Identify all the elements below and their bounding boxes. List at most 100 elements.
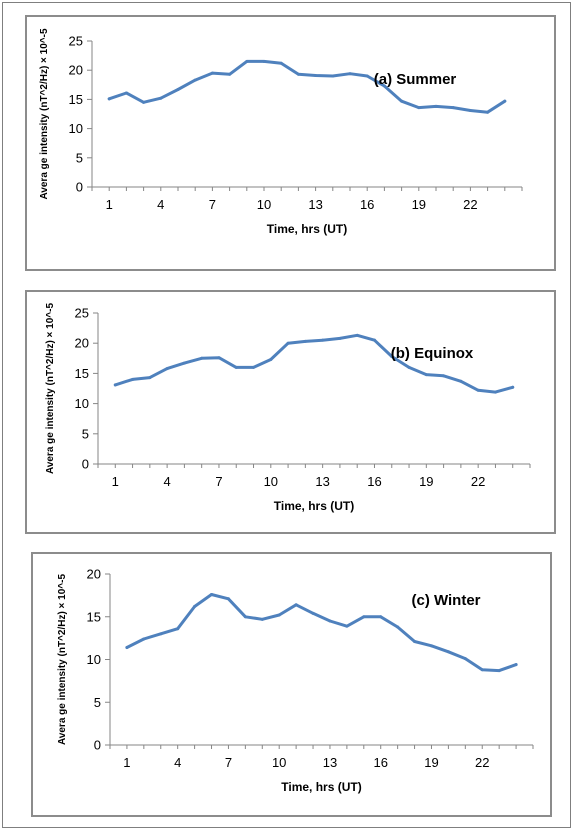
y-tick-label: 0 — [82, 457, 89, 472]
data-point — [442, 374, 446, 378]
x-tick-label: 19 — [419, 474, 433, 489]
data-point — [252, 365, 256, 369]
data-point — [176, 627, 180, 631]
y-axis-label: Avera ge intensity (nT^2/Hz) × 10^-5 — [39, 28, 50, 200]
data-point — [382, 84, 386, 88]
y-tick-label: 10 — [75, 396, 89, 411]
data-point — [243, 615, 247, 619]
x-tick-label: 19 — [424, 755, 438, 770]
data-point — [480, 668, 484, 672]
y-tick-label: 10 — [69, 121, 83, 136]
y-tick-label: 15 — [69, 92, 83, 107]
data-point — [277, 613, 281, 617]
x-tick-label: 4 — [157, 197, 164, 212]
data-point — [390, 354, 394, 358]
chart-title: (c) Winter — [411, 592, 480, 609]
x-tick-label: 16 — [367, 474, 381, 489]
data-point — [217, 356, 221, 360]
figure-frame: 0 5 10 15 20 25 1 4 7 10 13 16 19 22 Time, hrs (UT) Ave… — [2, 2, 571, 828]
chart-title: (a) Summer — [374, 71, 457, 88]
x-tick-label: 13 — [323, 755, 337, 770]
data-point — [311, 611, 315, 615]
data-point — [286, 341, 290, 345]
y-tick-label: 10 — [87, 652, 101, 667]
y-tick-label: 5 — [82, 426, 89, 441]
x-tick-label: 22 — [475, 755, 489, 770]
data-point — [429, 644, 433, 648]
data-point — [514, 663, 518, 667]
x-tick-label: 7 — [215, 474, 222, 489]
y-axis-label: Avera ge intensity (nT^2/Hz) × 10^-5 — [57, 574, 68, 746]
data-point — [107, 97, 111, 101]
y-axis-label: Avera ge intensity (nT^2/Hz) × 10^-5 — [45, 303, 56, 475]
data-point — [468, 108, 472, 112]
data-point — [210, 71, 214, 75]
y-tick-label: 5 — [76, 150, 83, 165]
data-point — [193, 78, 197, 82]
x-tick-label: 13 — [315, 474, 329, 489]
data-point — [345, 624, 349, 628]
data-point — [226, 597, 230, 601]
data-point — [125, 646, 129, 650]
data-point — [142, 637, 146, 641]
chart-panel-summer: 0 5 10 15 20 25 1 4 7 10 13 16 19 22 Time, hrs (UT) Ave… — [25, 15, 556, 271]
y-tick-label: 0 — [76, 180, 83, 195]
data-point — [131, 377, 135, 381]
y-tick-label: 20 — [69, 63, 83, 78]
y-tick-label: 20 — [87, 567, 101, 582]
data-point — [200, 356, 204, 360]
data-point — [148, 376, 152, 380]
data-point — [321, 338, 325, 342]
data-point — [331, 74, 335, 78]
data-point — [159, 96, 163, 100]
data-point — [493, 390, 497, 394]
data-point — [486, 110, 490, 114]
x-tick-label: 22 — [471, 474, 485, 489]
data-point — [234, 365, 238, 369]
data-point — [379, 615, 383, 619]
data-point — [459, 379, 463, 383]
data-point — [260, 617, 264, 621]
x-axis-label: Time, hrs (UT) — [267, 222, 347, 236]
x-tick-label: 16 — [360, 197, 374, 212]
data-point — [245, 59, 249, 63]
x-tick-label: 16 — [373, 755, 387, 770]
x-tick-label: 4 — [164, 474, 171, 489]
data-point — [396, 625, 400, 629]
data-point — [338, 336, 342, 340]
data-point — [400, 99, 404, 103]
x-axis-label: Time, hrs (UT) — [274, 499, 354, 513]
series-line-summer — [107, 59, 507, 114]
data-point — [417, 106, 421, 110]
chart-panel-winter: 0 5 10 15 20 1 4 7 10 13 16 19 22 Time, hrs (UT) Avera… — [31, 552, 552, 817]
y-tick-label: 25 — [69, 34, 83, 49]
x-tick-label: 10 — [272, 755, 286, 770]
data-point — [113, 383, 117, 387]
data-point — [328, 619, 332, 623]
x-tick-label: 13 — [308, 197, 322, 212]
data-point — [372, 338, 376, 342]
x-tick-label: 1 — [123, 755, 130, 770]
series-line-equinox — [113, 333, 515, 394]
data-point — [142, 100, 146, 104]
data-point — [210, 593, 214, 597]
y-tick-label: 0 — [94, 738, 101, 753]
data-point — [451, 106, 455, 110]
series-line-winter — [125, 593, 518, 673]
data-point — [303, 339, 307, 343]
data-point — [228, 72, 232, 76]
x-tick-label: 7 — [225, 755, 232, 770]
x-tick-label: 22 — [463, 197, 477, 212]
x-tick-label: 19 — [412, 197, 426, 212]
data-point — [193, 604, 197, 608]
data-point — [424, 373, 428, 377]
data-point — [511, 385, 515, 389]
data-point — [365, 74, 369, 78]
data-point — [279, 61, 283, 65]
data-point — [159, 632, 163, 636]
chart-title: (b) Equinox — [391, 345, 474, 362]
y-tick-label: 25 — [75, 306, 89, 321]
data-point — [463, 657, 467, 661]
data-point — [362, 615, 366, 619]
x-tick-label: 10 — [264, 474, 278, 489]
